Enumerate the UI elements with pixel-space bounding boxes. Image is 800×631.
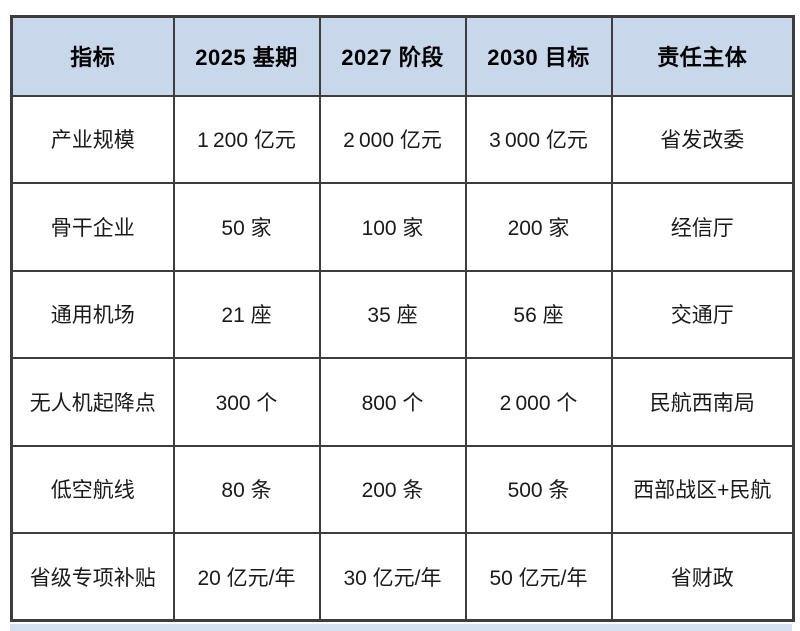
table-cell-value: 2 000 亿元	[318, 94, 467, 184]
table-row: 省级专项补贴 20 亿元/年 30 亿元/年 50 亿元/年 省财政	[10, 532, 795, 622]
table-cell-value: 200 条	[318, 444, 467, 534]
table-cell-indicator: 骨干企业	[10, 182, 175, 272]
table-cell-value: 200 家	[464, 182, 613, 272]
table-cell-value: 20 亿元/年	[172, 532, 321, 622]
table-cell-value: 21 座	[172, 269, 321, 359]
table-cell-value: 30 亿元/年	[318, 532, 467, 622]
table-cell-value: 500 条	[464, 444, 613, 534]
table-cell-value: 3 000 亿元	[464, 94, 613, 184]
table-row: 通用机场 21 座 35 座 56 座 交通厅	[10, 269, 795, 359]
table-cell-responsible: 西部战区+民航	[610, 444, 795, 534]
table-cell-indicator: 通用机场	[10, 269, 175, 359]
table-cell-value: 1 200 亿元	[172, 94, 321, 184]
truncated-next-row-strip	[10, 624, 792, 631]
table-row: 骨干企业 50 家 100 家 200 家 经信厅	[10, 182, 795, 272]
table-cell-value: 2 000 个	[464, 357, 613, 447]
table-cell-indicator: 省级专项补贴	[10, 532, 175, 622]
table-cell-value: 50 亿元/年	[464, 532, 613, 622]
table-cell-responsible: 省财政	[610, 532, 795, 622]
table-cell-responsible: 省发改委	[610, 94, 795, 184]
table-cell-responsible: 交通厅	[610, 269, 795, 359]
table-cell-value: 35 座	[318, 269, 467, 359]
table-cell-indicator: 无人机起降点	[10, 357, 175, 447]
column-header-2030-target: 2030 目标	[464, 15, 613, 97]
table-header-row: 指标 2025 基期 2027 阶段 2030 目标 责任主体	[10, 15, 795, 97]
column-header-indicator: 指标	[10, 15, 175, 97]
table-cell-value: 100 家	[318, 182, 467, 272]
table-cell-value: 800 个	[318, 357, 467, 447]
table-row: 无人机起降点 300 个 800 个 2 000 个 民航西南局	[10, 357, 795, 447]
table-cell-value: 56 座	[464, 269, 613, 359]
column-header-2025-base: 2025 基期	[172, 15, 321, 97]
targets-table: 指标 2025 基期 2027 阶段 2030 目标 责任主体 产业规模 1 2…	[10, 15, 795, 622]
table-row: 低空航线 80 条 200 条 500 条 西部战区+民航	[10, 444, 795, 534]
table-cell-responsible: 民航西南局	[610, 357, 795, 447]
table-cell-value: 300 个	[172, 357, 321, 447]
table-row: 产业规模 1 200 亿元 2 000 亿元 3 000 亿元 省发改委	[10, 94, 795, 184]
table-cell-indicator: 低空航线	[10, 444, 175, 534]
table-cell-responsible: 经信厅	[610, 182, 795, 272]
column-header-responsible: 责任主体	[610, 15, 795, 97]
table-cell-value: 80 条	[172, 444, 321, 534]
column-header-2027-stage: 2027 阶段	[318, 15, 467, 97]
table-cell-indicator: 产业规模	[10, 94, 175, 184]
table-cell-value: 50 家	[172, 182, 321, 272]
